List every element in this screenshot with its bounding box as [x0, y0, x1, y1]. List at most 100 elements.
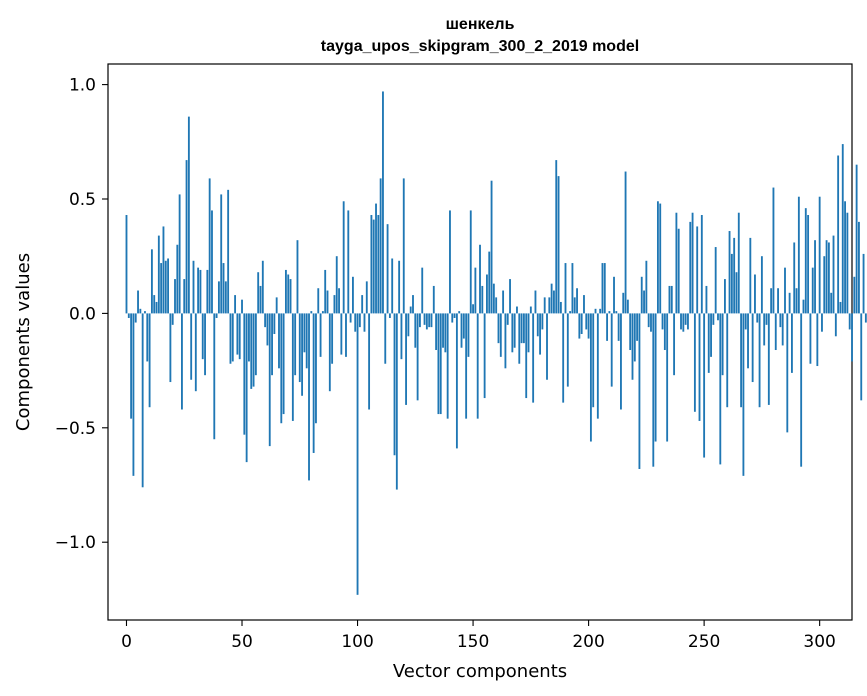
bar-273: [756, 313, 759, 323]
bar-9: [146, 313, 149, 362]
bar-228: [652, 313, 655, 467]
bar-141: [451, 313, 454, 323]
bar-220: [633, 313, 636, 362]
bar-48: [236, 313, 239, 355]
bar-24: [181, 313, 183, 410]
x-tick-label-50: 50: [231, 632, 253, 652]
bar-223: [640, 276, 643, 314]
bar-3: [132, 313, 135, 476]
bar-31: [197, 267, 200, 314]
bar-261: [728, 231, 731, 314]
bar-79: [308, 313, 310, 481]
bar-155: [483, 313, 486, 399]
bar-30: [194, 313, 197, 392]
x-tick-label-300: 300: [803, 632, 835, 652]
bar-154: [481, 285, 484, 314]
bar-291: [797, 196, 800, 314]
bar-115: [391, 258, 394, 314]
bar-38: [213, 313, 216, 440]
bar-320: [864, 313, 867, 323]
bar-146: [462, 313, 465, 339]
bar-25: [183, 279, 186, 314]
x-tick-label-0: 0: [121, 632, 132, 652]
bar-173: [525, 313, 528, 399]
bar-29: [192, 260, 195, 314]
x-tick-label-100: 100: [341, 632, 373, 652]
bar-247: [696, 226, 699, 314]
bar-271: [751, 313, 754, 383]
bar-258: [721, 313, 724, 376]
bar-90: [333, 295, 336, 314]
bar-246: [693, 313, 696, 412]
bar-201: [589, 313, 592, 442]
bar-65: [275, 297, 278, 314]
bar-113: [386, 224, 389, 314]
bar-133: [432, 285, 435, 314]
bar-142: [453, 313, 456, 318]
bar-135: [437, 313, 440, 415]
bar-303: [825, 240, 828, 314]
bar-44: [227, 189, 230, 314]
y-tick-label-2: 0.0: [69, 304, 96, 324]
bar-123: [409, 306, 412, 314]
bar-203: [594, 308, 597, 314]
bar-292: [800, 313, 803, 467]
bar-176: [532, 313, 535, 403]
bar-112: [384, 313, 387, 364]
bar-245: [691, 212, 694, 314]
bar-218: [629, 313, 632, 351]
bar-114: [388, 313, 391, 318]
bar-series: [125, 91, 867, 595]
bar-311: [844, 201, 846, 314]
bar-126: [416, 313, 419, 401]
bar-263: [733, 237, 736, 314]
bar-161: [497, 313, 500, 344]
bar-137: [442, 313, 444, 348]
bar-249: [700, 215, 703, 314]
bar-18: [167, 258, 169, 314]
bar-13: [155, 301, 158, 314]
bar-244: [689, 221, 692, 314]
bar-210: [610, 313, 613, 387]
bar-309: [839, 301, 842, 314]
bar-68: [282, 313, 285, 415]
bar-265: [737, 212, 740, 314]
bar-99: [354, 313, 357, 332]
bar-172: [522, 313, 525, 344]
bar-158: [490, 180, 493, 314]
bar-152: [476, 313, 479, 419]
bar-94: [342, 201, 345, 314]
bar-297: [811, 267, 814, 314]
bar-160: [495, 297, 498, 314]
bar-131: [428, 313, 431, 328]
bar-255: [714, 247, 717, 314]
bar-80: [310, 311, 313, 314]
bar-21: [174, 279, 176, 314]
y-tick-label-3: −0.5: [55, 419, 96, 439]
bar-153: [479, 244, 481, 314]
bar-230: [656, 201, 659, 314]
bar-108: [375, 203, 377, 314]
bar-56: [254, 313, 257, 376]
bar-32: [199, 269, 202, 314]
bar-227: [650, 313, 652, 332]
bar-159: [492, 283, 495, 314]
bar-138: [444, 313, 447, 353]
bar-105: [368, 313, 371, 410]
bar-289: [793, 242, 796, 314]
bar-116: [393, 313, 396, 456]
bar-84: [319, 313, 322, 357]
bar-188: [559, 301, 562, 314]
bar-57: [257, 272, 260, 314]
bar-219: [631, 313, 634, 380]
bar-129: [423, 313, 426, 325]
bar-276: [763, 313, 766, 346]
bar-182: [546, 313, 548, 380]
bar-165: [506, 313, 509, 325]
bar-319: [862, 253, 865, 314]
bar-284: [781, 313, 784, 346]
bar-208: [606, 313, 609, 341]
bar-226: [647, 313, 650, 328]
bar-85: [321, 311, 324, 314]
